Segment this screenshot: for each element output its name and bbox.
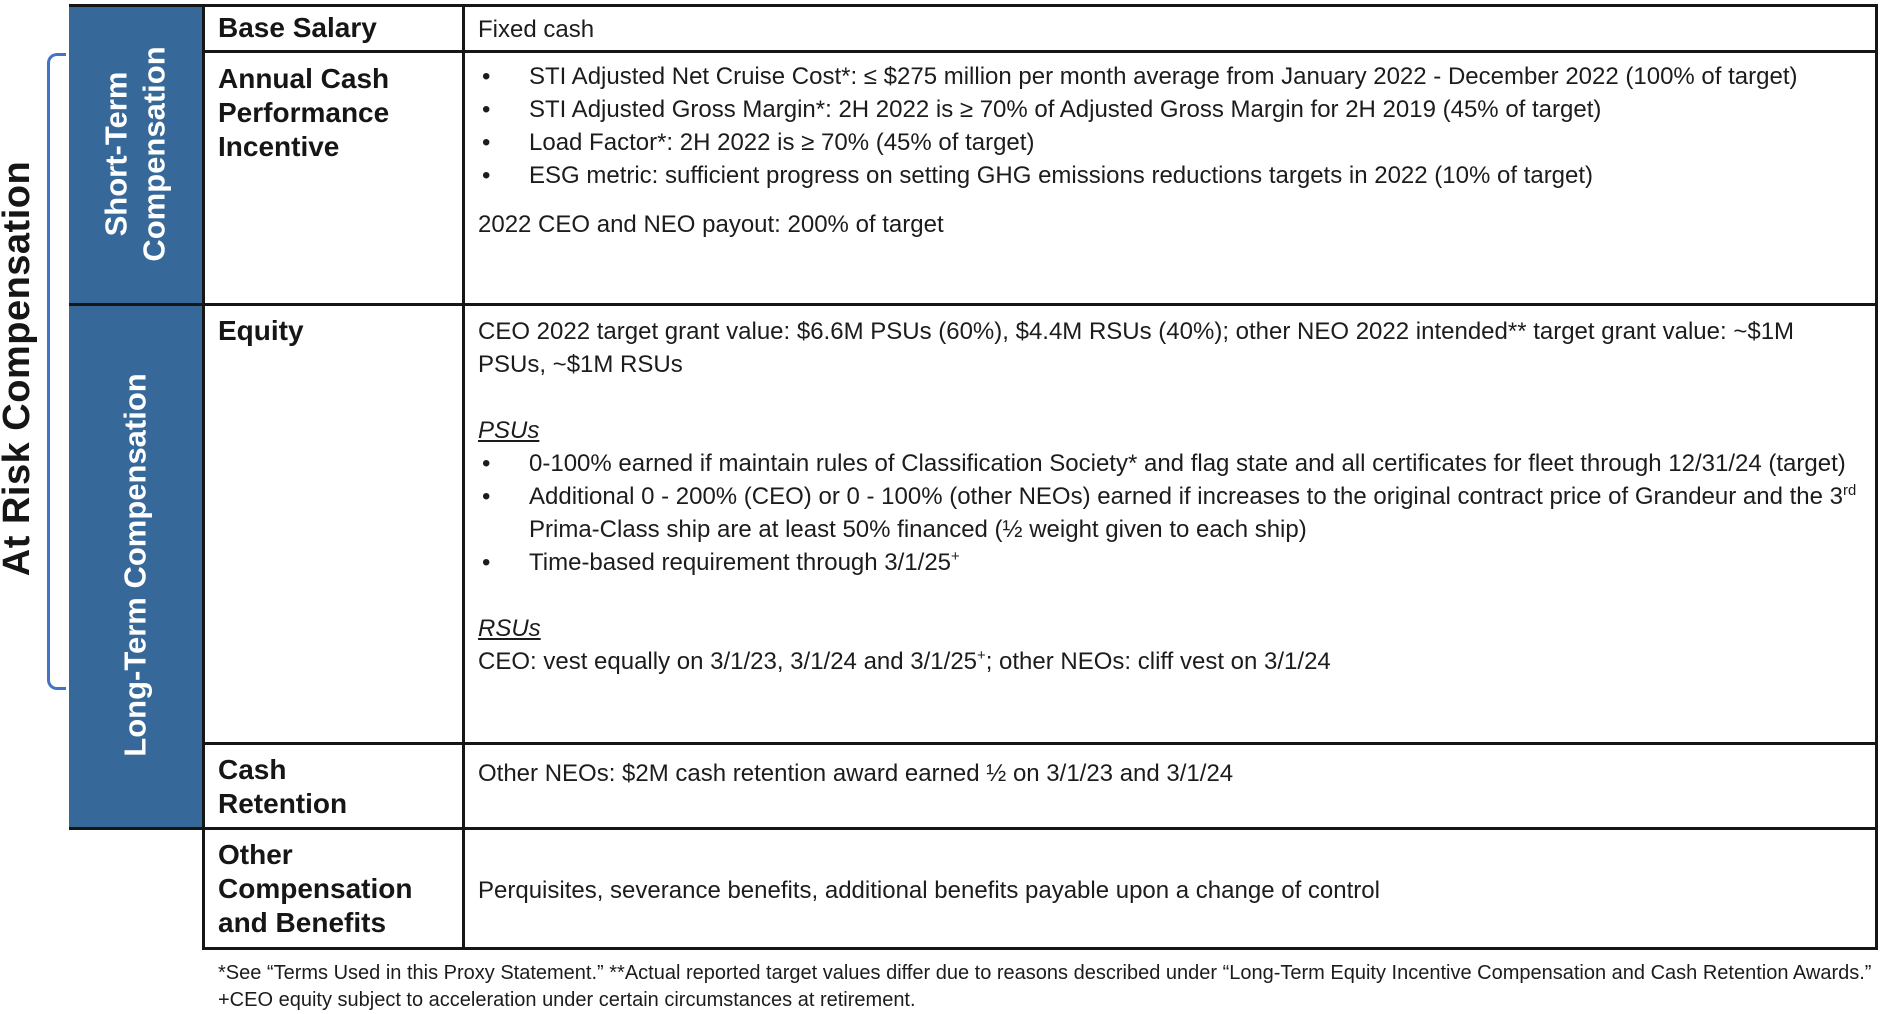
table-border-band-right bbox=[202, 4, 205, 950]
band-long-term-label: Long-Term Compensation bbox=[117, 373, 153, 757]
row-label-other-compensation: Other Compensation and Benefits bbox=[218, 838, 412, 940]
table-border-row1 bbox=[202, 50, 1878, 53]
at-risk-title-wrap: At Risk Compensation bbox=[0, 88, 44, 648]
bullet-item: • Additional 0 - 200% (CEO) or 0 - 100% … bbox=[482, 480, 1858, 546]
bullet-text: STI Adjusted Gross Margin*: 2H 2022 is ≥… bbox=[529, 96, 1602, 123]
bullet-text: STI Adjusted Net Cruise Cost*: ≤ $275 mi… bbox=[529, 63, 1798, 90]
row-label-other-compensation-line1: Other bbox=[218, 839, 293, 870]
row-label-annual-cash-line2: Performance bbox=[218, 97, 390, 128]
at-risk-title: At Risk Compensation bbox=[0, 160, 39, 576]
row-label-cash-retention-line1: Cash bbox=[218, 754, 287, 785]
equity-intro: CEO 2022 target grant value: $6.6M PSUs … bbox=[478, 318, 1795, 378]
footnote-line: +CEO equity subject to acceleration unde… bbox=[218, 989, 916, 1011]
bullet-dot: • bbox=[482, 483, 491, 510]
table-border-label-right bbox=[462, 4, 465, 950]
bullet-text: ESG metric: sufficient progress on setti… bbox=[529, 162, 1594, 189]
band-short-term-line1: Short-Term bbox=[98, 71, 134, 236]
row-label-annual-cash: Annual Cash Performance Incentive bbox=[218, 62, 389, 164]
spacer bbox=[478, 579, 1858, 612]
bullet-item: • ESG metric: sufficient progress on set… bbox=[482, 159, 1858, 192]
payout-note: 2022 CEO and NEO payout: 200% of target bbox=[478, 211, 944, 238]
at-risk-bracket bbox=[47, 53, 66, 690]
bullet-dot: • bbox=[482, 549, 491, 576]
row-label-equity: Equity bbox=[218, 315, 304, 346]
table-border-bottom bbox=[202, 947, 1878, 950]
bullet-text: Time-based requirement through 3/1/25+ bbox=[529, 549, 960, 576]
table-border-top bbox=[69, 4, 1878, 7]
band-short-term: Short-Term Compensation bbox=[69, 4, 202, 303]
bullet-item: • 0-100% earned if maintain rules of Cla… bbox=[482, 447, 1858, 480]
spacer bbox=[478, 381, 1858, 414]
content-base-salary: Fixed cash bbox=[478, 16, 595, 43]
bullet-item: • STI Adjusted Gross Margin*: 2H 2022 is… bbox=[482, 93, 1858, 126]
content-cash-retention: Other NEOs: $2M cash retention award ear… bbox=[478, 760, 1234, 787]
table-border-row4 bbox=[69, 827, 1878, 830]
row-label-other-compensation-line2: Compensation bbox=[218, 873, 413, 904]
content-annual-cash: • STI Adjusted Net Cruise Cost*: ≤ $275 … bbox=[478, 60, 1858, 241]
psus-heading: PSUs bbox=[478, 417, 540, 444]
band-short-term-label: Short-Term Compensation bbox=[98, 46, 174, 261]
footnote-line: *See “Terms Used in this Proxy Statement… bbox=[218, 962, 1872, 984]
row-label-annual-cash-line3: Incentive bbox=[218, 131, 340, 162]
content-other-compensation: Perquisites, severance benefits, additio… bbox=[478, 877, 1380, 904]
row-label-cash-retention: Cash Retention bbox=[218, 753, 347, 821]
rsus-heading: RSUs bbox=[478, 615, 541, 642]
bullet-item: • Time-based requirement through 3/1/25+ bbox=[482, 546, 1858, 579]
bullet-dot: • bbox=[482, 96, 491, 123]
row-label-base-salary: Base Salary bbox=[218, 12, 377, 43]
bullet-text: Additional 0 - 200% (CEO) or 0 - 100% (o… bbox=[529, 483, 1857, 543]
band-long-term: Long-Term Compensation bbox=[69, 303, 202, 827]
table-border-row3 bbox=[202, 742, 1878, 745]
bullet-dot: • bbox=[482, 63, 491, 90]
table-border-row2 bbox=[69, 303, 1878, 306]
bullet-item: • STI Adjusted Net Cruise Cost*: ≤ $275 … bbox=[482, 60, 1858, 93]
bullet-text: 0-100% earned if maintain rules of Class… bbox=[529, 450, 1846, 477]
bullet-dot: • bbox=[482, 162, 491, 189]
table-border-right bbox=[1875, 4, 1878, 950]
band-short-term-line2: Compensation bbox=[136, 45, 172, 262]
row-label-annual-cash-line1: Annual Cash bbox=[218, 63, 390, 94]
footnotes: *See “Terms Used in this Proxy Statement… bbox=[218, 960, 1871, 1014]
bullet-dot: • bbox=[482, 129, 491, 156]
bullet-text: Load Factor*: 2H 2022 is ≥ 70% (45% of t… bbox=[529, 129, 1035, 156]
rsus-vesting-line: CEO: vest equally on 3/1/23, 3/1/24 and … bbox=[478, 648, 1331, 675]
row-label-cash-retention-line2: Retention bbox=[218, 788, 348, 819]
bullet-item: • Load Factor*: 2H 2022 is ≥ 70% (45% of… bbox=[482, 126, 1858, 159]
content-equity: CEO 2022 target grant value: $6.6M PSUs … bbox=[478, 315, 1858, 678]
row-label-other-compensation-line3: and Benefits bbox=[218, 907, 387, 938]
bullet-dot: • bbox=[482, 450, 491, 477]
